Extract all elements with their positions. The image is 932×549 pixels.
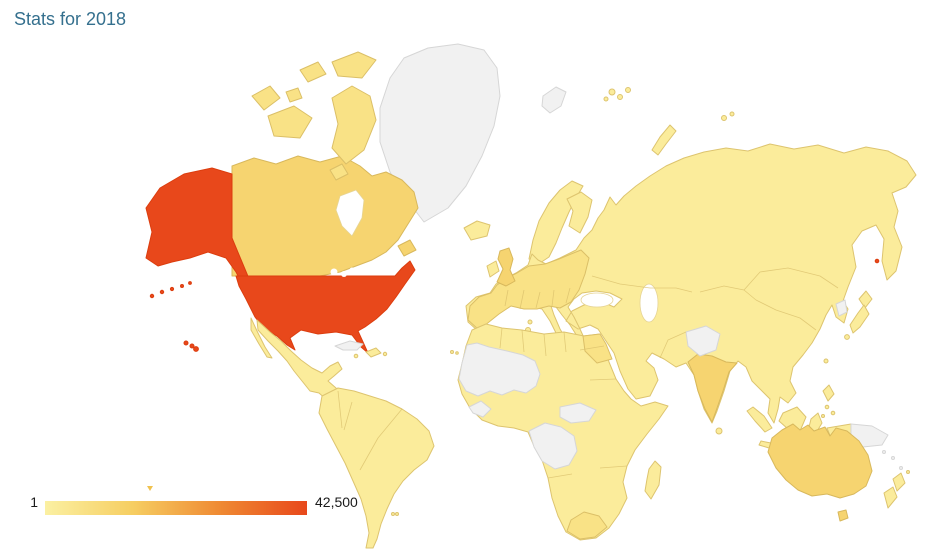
- legend-max-label: 42,500: [315, 494, 358, 510]
- region-finland[interactable]: [567, 192, 592, 233]
- region-congo-basin-nodata[interactable]: [529, 423, 577, 469]
- hudson-bay-water: [336, 190, 364, 236]
- chart-title: Stats for 2018: [14, 9, 127, 29]
- region-sumatra[interactable]: [747, 407, 772, 432]
- region-southampton-island[interactable]: [330, 164, 348, 180]
- region-svalbard[interactable]: [542, 87, 566, 113]
- region-united-kingdom[interactable]: [497, 248, 515, 286]
- region-egypt[interactable]: [583, 334, 612, 363]
- region-arctic-island[interactable]: [300, 62, 326, 82]
- legend-gradient-bar[interactable]: [45, 501, 307, 515]
- region-canada[interactable]: [232, 156, 418, 276]
- region-ellesmere[interactable]: [332, 52, 376, 78]
- region-eurasia[interactable]: [466, 144, 916, 423]
- region-india[interactable]: [688, 354, 737, 422]
- region-severnaya[interactable]: [722, 112, 735, 121]
- legend-min-label: 1: [30, 494, 38, 510]
- region-jamaica[interactable]: [354, 354, 358, 358]
- region-falklands[interactable]: [392, 513, 399, 516]
- region-aleutian-islands[interactable]: [150, 282, 191, 298]
- region-franz-josef[interactable]: [604, 88, 631, 102]
- region-japan[interactable]: [845, 291, 872, 339]
- region-guinea-coast-nodata[interactable]: [469, 401, 491, 417]
- region-canary-islands[interactable]: [451, 351, 459, 355]
- region-banks-island[interactable]: [252, 86, 280, 110]
- region-novaya-zemlya[interactable]: [652, 125, 676, 155]
- region-south-africa[interactable]: [567, 512, 607, 539]
- region-hawaii[interactable]: [184, 341, 198, 351]
- region-new-caledonia[interactable]: [907, 471, 910, 474]
- region-australia[interactable]: [768, 424, 872, 498]
- great-lakes-water: [330, 267, 355, 277]
- region-solomon-islands[interactable]: [883, 451, 903, 470]
- region-puerto-rico[interactable]: [383, 352, 386, 355]
- region-baja-california[interactable]: [251, 318, 272, 358]
- country-borders: [338, 268, 838, 478]
- region-iceland[interactable]: [464, 221, 490, 240]
- region-central-africa-nodata[interactable]: [560, 403, 596, 423]
- legend-tick-marker: [147, 486, 153, 491]
- region-hispaniola[interactable]: [366, 348, 381, 357]
- region-central-asia-nodata[interactable]: [686, 326, 720, 356]
- region-west-sahel-nodata[interactable]: [459, 343, 540, 396]
- region-baffin[interactable]: [332, 86, 376, 164]
- region-taiwan[interactable]: [824, 359, 828, 363]
- region-south-america[interactable]: [319, 388, 434, 548]
- region-sri-lanka[interactable]: [716, 428, 722, 434]
- region-arctic-island[interactable]: [286, 88, 302, 102]
- region-victoria-island[interactable]: [268, 106, 312, 138]
- black-sea-water: [581, 293, 613, 307]
- region-western-europe[interactable]: [468, 250, 589, 330]
- region-north-korea[interactable]: [836, 300, 847, 316]
- region-alaska[interactable]: [146, 168, 252, 291]
- region-greenland[interactable]: [380, 44, 500, 222]
- region-cuba[interactable]: [335, 341, 363, 350]
- region-philippines[interactable]: [822, 385, 835, 418]
- region-tasmania[interactable]: [838, 510, 848, 521]
- caspian-sea-water: [640, 284, 658, 322]
- region-ireland[interactable]: [487, 261, 499, 277]
- region-new-zealand[interactable]: [884, 473, 905, 508]
- region-madagascar[interactable]: [645, 461, 661, 499]
- region-attu-island[interactable]: [875, 259, 879, 263]
- region-newfoundland[interactable]: [398, 240, 416, 256]
